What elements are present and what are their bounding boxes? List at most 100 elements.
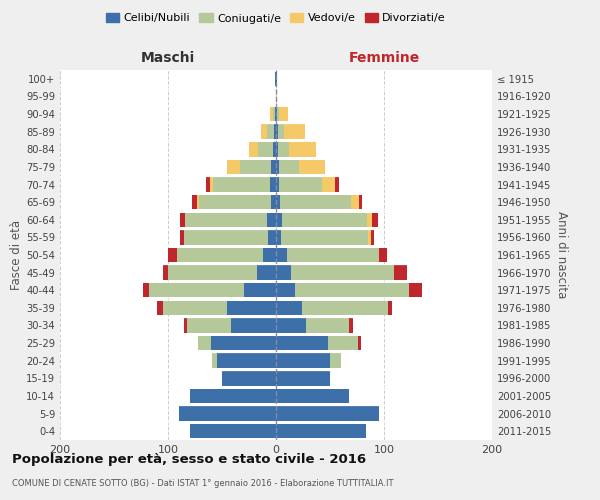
Y-axis label: Fasce di età: Fasce di età [10, 220, 23, 290]
Bar [278, 124, 284, 139]
Bar [241, 160, 271, 174]
Bar [187, 318, 230, 332]
Bar [271, 195, 276, 210]
Bar [276, 107, 277, 122]
Bar [190, 388, 276, 403]
Bar [184, 318, 187, 332]
Bar [279, 107, 288, 122]
Bar [211, 336, 276, 350]
Bar [276, 160, 279, 174]
Bar [276, 388, 349, 403]
Text: COMUNE DI CENATE SOTTO (BG) - Dati ISTAT 1° gennaio 2016 - Elaborazione TUTTITAL: COMUNE DI CENATE SOTTO (BG) - Dati ISTAT… [12, 479, 394, 488]
Bar [192, 195, 197, 210]
Bar [283, 212, 367, 227]
Bar [276, 354, 330, 368]
Bar [388, 300, 392, 315]
Bar [210, 178, 214, 192]
Legend: Celibi/Nubili, Coniugati/e, Vedovi/e, Divorziati/e: Celibi/Nubili, Coniugati/e, Vedovi/e, Di… [106, 13, 446, 24]
Bar [168, 266, 257, 280]
Bar [276, 300, 302, 315]
Bar [276, 283, 295, 298]
Bar [168, 248, 176, 262]
Bar [149, 283, 244, 298]
Bar [350, 195, 359, 210]
Bar [163, 266, 168, 280]
Bar [230, 318, 276, 332]
Bar [268, 124, 274, 139]
Bar [271, 160, 276, 174]
Bar [276, 336, 328, 350]
Bar [322, 178, 335, 192]
Bar [330, 354, 341, 368]
Bar [176, 248, 263, 262]
Bar [276, 371, 330, 386]
Bar [275, 72, 276, 86]
Bar [287, 248, 379, 262]
Bar [185, 212, 268, 227]
Bar [276, 212, 283, 227]
Bar [276, 142, 278, 156]
Bar [279, 178, 322, 192]
Bar [280, 195, 350, 210]
Bar [227, 300, 276, 315]
Bar [217, 354, 276, 368]
Bar [198, 336, 211, 350]
Bar [263, 248, 276, 262]
Bar [157, 300, 163, 315]
Bar [276, 318, 306, 332]
Bar [368, 230, 371, 244]
Text: Popolazione per età, sesso e stato civile - 2016: Popolazione per età, sesso e stato civil… [12, 452, 366, 466]
Bar [269, 107, 273, 122]
Bar [180, 230, 184, 244]
Bar [222, 371, 276, 386]
Bar [276, 424, 365, 438]
Bar [261, 124, 268, 139]
Bar [276, 248, 287, 262]
Bar [367, 212, 372, 227]
Bar [163, 300, 227, 315]
Bar [257, 266, 276, 280]
Bar [409, 283, 422, 298]
Bar [197, 195, 199, 210]
Bar [179, 406, 276, 421]
Bar [276, 72, 277, 86]
Bar [214, 178, 269, 192]
Bar [275, 107, 276, 122]
Bar [268, 212, 276, 227]
Bar [349, 318, 353, 332]
Bar [273, 142, 276, 156]
Bar [291, 266, 394, 280]
Bar [281, 230, 368, 244]
Bar [249, 142, 257, 156]
Bar [284, 124, 305, 139]
Bar [277, 107, 279, 122]
Bar [180, 212, 185, 227]
Bar [268, 230, 276, 244]
Bar [335, 178, 338, 192]
Bar [358, 336, 361, 350]
Bar [306, 318, 349, 332]
Bar [244, 283, 276, 298]
Bar [257, 142, 273, 156]
Bar [276, 89, 277, 104]
Bar [190, 424, 276, 438]
Bar [379, 248, 387, 262]
Bar [359, 195, 362, 210]
Bar [299, 160, 325, 174]
Bar [276, 124, 278, 139]
Y-axis label: Anni di nascita: Anni di nascita [555, 212, 568, 298]
Bar [227, 160, 241, 174]
Bar [273, 107, 275, 122]
Bar [274, 124, 276, 139]
Bar [371, 230, 374, 244]
Bar [328, 336, 358, 350]
Bar [372, 212, 377, 227]
Bar [206, 178, 210, 192]
Bar [276, 195, 280, 210]
Text: Maschi: Maschi [141, 50, 195, 64]
Bar [184, 230, 268, 244]
Bar [212, 354, 217, 368]
Bar [276, 230, 281, 244]
Bar [276, 406, 379, 421]
Bar [143, 283, 149, 298]
